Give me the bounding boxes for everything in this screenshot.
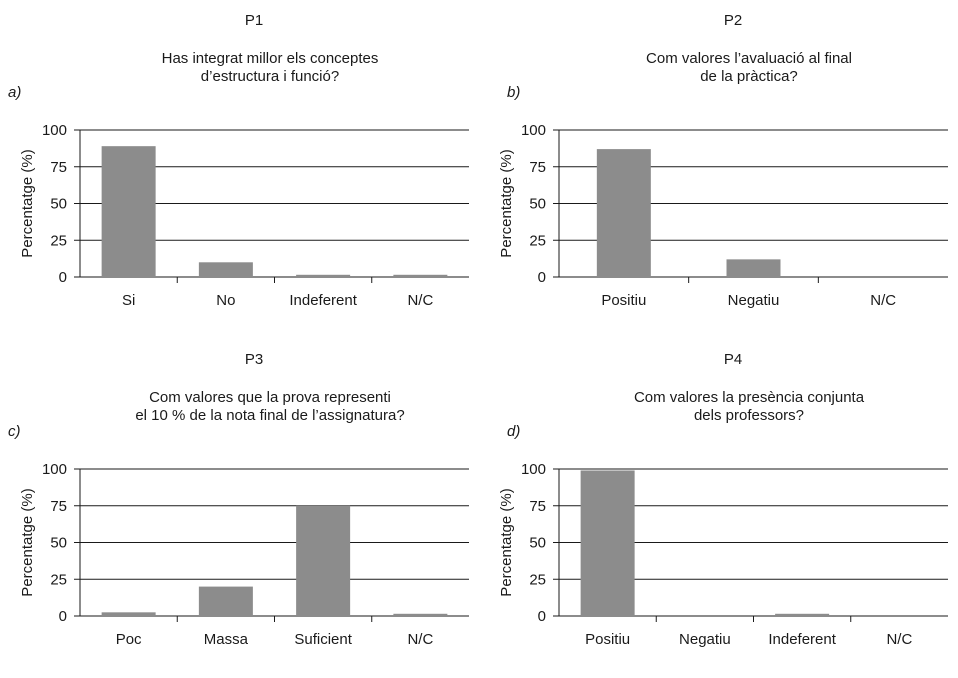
- chart-title-line: Has integrat millor els conceptes: [162, 50, 379, 67]
- bar-b-1: [596, 149, 651, 277]
- y-axis-label: Percentatge (%): [19, 149, 36, 257]
- y-axis-label: Percentatge (%): [19, 488, 36, 596]
- bar-a-2: [198, 262, 253, 277]
- y-tick-label: 0: [59, 269, 67, 286]
- x-category-label: Indeferent: [289, 292, 357, 309]
- panel-label: c): [8, 423, 21, 440]
- y-tick-label: 0: [59, 608, 67, 625]
- x-category-label: Indeferent: [768, 631, 836, 648]
- x-category-label: N/C: [886, 631, 912, 648]
- question-id: P1: [245, 12, 263, 29]
- chart-title-line: de la pràctica?: [700, 68, 798, 85]
- x-category-label: Positiu: [601, 292, 646, 309]
- bar-d-3: [775, 613, 830, 616]
- x-category-label: Negatiu: [679, 631, 731, 648]
- y-tick-label: 25: [50, 232, 67, 249]
- x-category-label: N/C: [407, 292, 433, 309]
- chart-svg-a: P1 Has integrat millor els conceptesd’est…: [8, 12, 469, 309]
- panel-label: b): [507, 84, 520, 101]
- y-tick-label: 100: [42, 122, 67, 139]
- bar-a-3: [296, 274, 351, 277]
- y-tick-label: 100: [521, 122, 546, 139]
- panel-label: a): [8, 84, 21, 101]
- chart-panel-a: P1 Has integrat millor els conceptes d’est…: [0, 0, 479, 339]
- y-tick-label: 75: [529, 159, 546, 176]
- x-category-label: No: [216, 292, 235, 309]
- y-tick-label: 100: [42, 461, 67, 478]
- y-tick-label: 75: [50, 159, 67, 176]
- y-axis-label: Percentatge (%): [498, 149, 515, 257]
- chart-panel-c: P3 Com valores que la prova representi el …: [0, 339, 479, 678]
- chart-title-line: Com valores que la prova representi: [149, 389, 391, 406]
- y-tick-label: 50: [50, 535, 67, 552]
- y-tick-label: 75: [50, 498, 67, 515]
- y-tick-label: 25: [529, 232, 546, 249]
- bar-c-3: [296, 505, 351, 616]
- question-id: P3: [245, 351, 263, 368]
- x-category-label: N/C: [870, 292, 896, 309]
- bar-c-2: [198, 586, 253, 616]
- chart-title-line: el 10 % de la nota final de l’assignatur…: [135, 407, 404, 424]
- bar-a-4: [393, 274, 448, 277]
- y-tick-label: 50: [529, 196, 546, 213]
- panel-label: d): [507, 423, 520, 440]
- question-id: P2: [724, 12, 742, 29]
- chart-panel-b: P2 Com valores l’avaluació al final de la …: [479, 0, 958, 339]
- y-tick-label: 0: [538, 608, 546, 625]
- y-tick-label: 0: [538, 269, 546, 286]
- y-tick-label: 50: [529, 535, 546, 552]
- y-tick-label: 25: [529, 571, 546, 588]
- chart-title-line: d’estructura i funció?: [201, 68, 339, 85]
- bar-c-1: [101, 612, 156, 616]
- y-tick-label: 50: [50, 196, 67, 213]
- x-category-label: Suficient: [294, 631, 352, 648]
- y-tick-label: 25: [50, 571, 67, 588]
- x-category-label: Positiu: [585, 631, 630, 648]
- x-category-label: Massa: [204, 631, 249, 648]
- y-tick-label: 75: [529, 498, 546, 515]
- chart-title-line: Com valores la presència conjunta: [634, 389, 865, 406]
- bar-b-2: [726, 259, 781, 277]
- chart-title-line: Com valores l’avaluació al final: [646, 50, 852, 67]
- chart-panel-d: P4 Com valores la presència conjunta dels …: [479, 339, 958, 678]
- chart-svg-d: P4 Com valores la presència conjuntadels …: [498, 351, 948, 648]
- bar-a-1: [101, 146, 156, 277]
- chart-svg-c: P3 Com valores que la prova representiel …: [8, 351, 469, 648]
- bar-d-1: [580, 470, 635, 616]
- x-category-label: Negatiu: [728, 292, 780, 309]
- bar-c-4: [393, 613, 448, 616]
- question-id: P4: [724, 351, 742, 368]
- y-axis-label: Percentatge (%): [498, 488, 515, 596]
- y-tick-label: 100: [521, 461, 546, 478]
- chart-title-line: dels professors?: [694, 407, 804, 424]
- x-category-label: N/C: [407, 631, 433, 648]
- x-category-label: Poc: [116, 631, 142, 648]
- x-category-label: Si: [122, 292, 135, 309]
